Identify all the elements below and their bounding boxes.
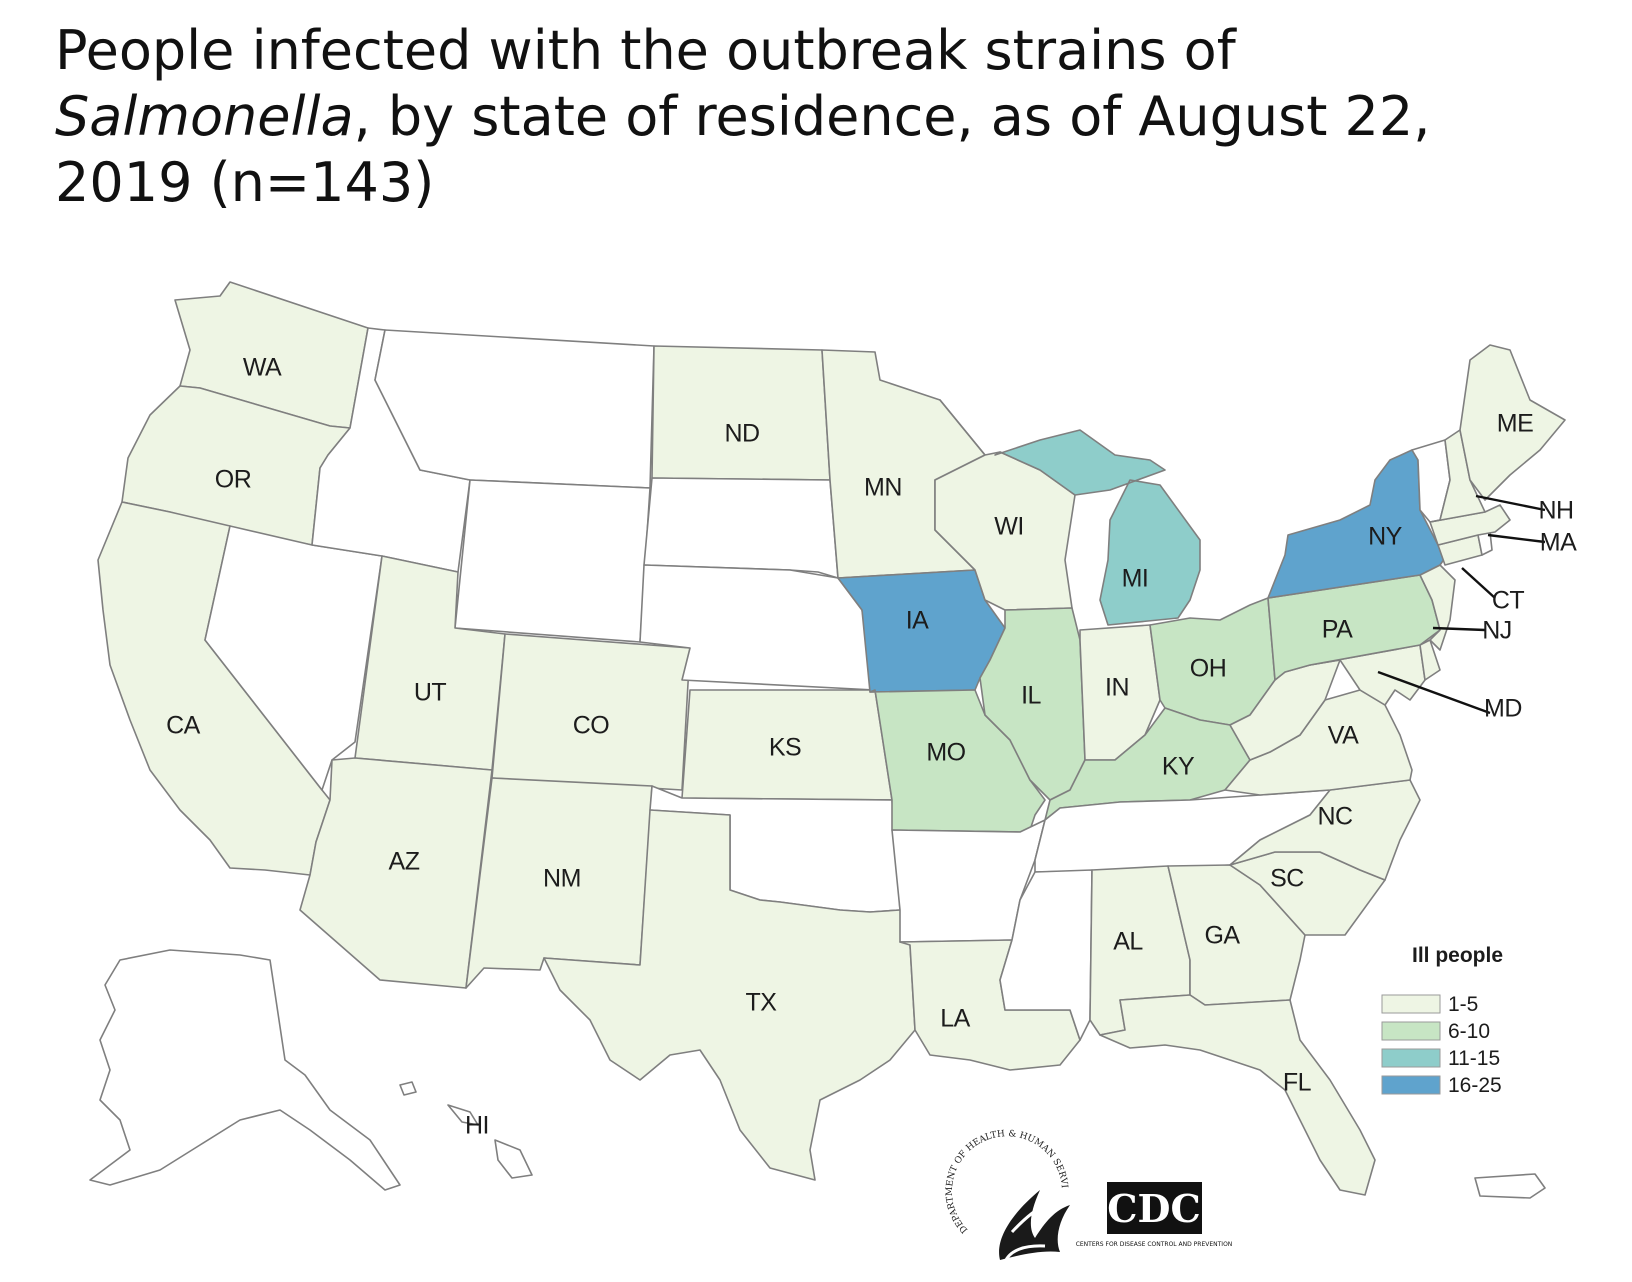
state-NC (1229, 779, 1421, 881)
label-HI: HI (465, 1112, 489, 1140)
legend-swatch-11-15 (1381, 1048, 1441, 1068)
label-IL: IL (1021, 682, 1041, 710)
title-line2: , by state of residence, as of August 22… (353, 85, 1431, 148)
leader-CT (1461, 567, 1496, 599)
state-DE (1419, 639, 1441, 681)
label-OH: OH (1190, 655, 1227, 683)
label-MO: MO (926, 739, 965, 767)
state-MT (374, 329, 655, 489)
label-TX: TX (746, 989, 778, 1017)
label-MA: MA (1540, 529, 1577, 557)
label-IN: IN (1105, 674, 1129, 702)
leader-lines (1377, 494, 1546, 715)
map-title: People infected with the outbreak strain… (55, 18, 1615, 216)
label-CT: CT (1492, 587, 1525, 615)
label-MN: MN (864, 474, 902, 502)
legend-label-1-5: 1-5 (1448, 993, 1478, 1016)
label-WA: WA (243, 354, 282, 382)
leader-MD (1377, 670, 1491, 715)
legend-swatch-6-10 (1381, 1021, 1441, 1041)
label-NY: NY (1368, 523, 1403, 551)
label-LA: LA (940, 1005, 970, 1033)
state-WY (454, 479, 651, 643)
label-KY: KY (1162, 753, 1195, 781)
label-NM: NM (543, 865, 581, 893)
label-ME: ME (1497, 410, 1534, 438)
cdc-logo: CDC CENTERS FOR DISEASE CONTROL AND PREV… (1076, 1182, 1233, 1248)
state-HI (399, 1081, 533, 1179)
leader-MA (1487, 533, 1546, 544)
label-CA: CA (166, 712, 201, 740)
hhs-eagle-icon (999, 1190, 1070, 1260)
state-MA (1429, 504, 1511, 546)
label-AL: AL (1113, 928, 1143, 956)
label-CO: CO (573, 712, 610, 740)
states-layer (89, 281, 1566, 1199)
label-ND: ND (724, 420, 759, 448)
state-PR (1474, 1173, 1546, 1199)
state-ND (651, 345, 831, 481)
label-OR: OR (215, 466, 252, 494)
legend-items: 1-5 6-10 11-15 16-25 (1381, 993, 1502, 1097)
leader-NH (1475, 494, 1546, 512)
label-PA: PA (1322, 616, 1353, 644)
title-line3: 2019 (n=143) (55, 151, 435, 214)
legend-label-11-15: 11-15 (1448, 1047, 1500, 1070)
label-VA: VA (1328, 722, 1359, 750)
label-SC: SC (1270, 865, 1304, 893)
legend-title: Ill people (1412, 944, 1503, 967)
state-AK (89, 949, 401, 1191)
cdc-logo-box (1107, 1182, 1202, 1234)
state-SD (643, 477, 839, 579)
label-FL: FL (1283, 1069, 1312, 1097)
label-IA: IA (906, 607, 929, 635)
title-italic-organism: Salmonella (55, 85, 354, 148)
title-line1: People infected with the outbreak strain… (55, 19, 1236, 82)
label-AZ: AZ (389, 848, 420, 876)
label-KS: KS (769, 734, 801, 762)
label-NC: NC (1317, 803, 1353, 831)
legend-swatch-16-25 (1381, 1075, 1441, 1095)
legend: Ill people 1-5 6-10 11-15 16-25 (1381, 944, 1503, 1097)
label-MI: MI (1122, 565, 1149, 593)
legend-label-16-25: 16-25 (1448, 1074, 1502, 1097)
state-labels: WA OR CA UT AZ CO NM ND KS TX MN IA MO L… (166, 354, 1577, 1140)
state-ME (1459, 344, 1566, 501)
label-GA: GA (1204, 922, 1240, 950)
cdc-logo-text: CDC (1107, 1186, 1200, 1231)
state-FL (1099, 994, 1376, 1196)
cdc-logo-subtext: CENTERS FOR DISEASE CONTROL AND PREVENTI… (1076, 1241, 1233, 1248)
label-MD: MD (1484, 695, 1522, 723)
leader-NJ (1432, 626, 1486, 632)
legend-label-6-10: 6-10 (1448, 1020, 1490, 1043)
state-TX (543, 809, 916, 1181)
label-UT: UT (414, 679, 447, 707)
label-NH: NH (1538, 497, 1573, 525)
label-WI: WI (994, 513, 1024, 541)
legend-swatch-1-5 (1381, 994, 1441, 1014)
state-MI (994, 429, 1201, 626)
label-NJ: NJ (1482, 617, 1512, 645)
